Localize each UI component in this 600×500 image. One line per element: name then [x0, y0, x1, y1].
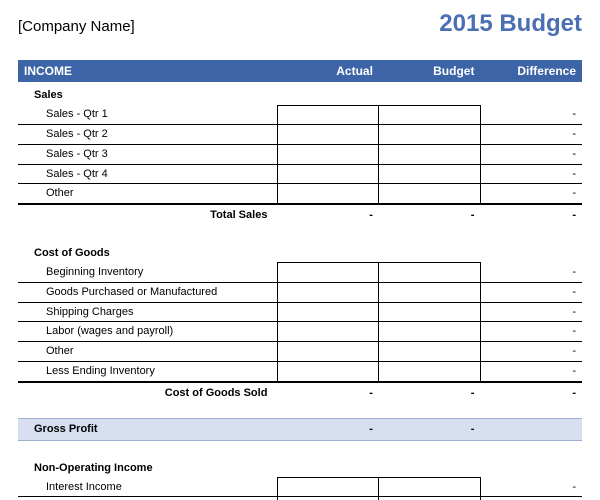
table-row: Sales - Qtr 4 -: [18, 164, 582, 184]
budget-cell[interactable]: [379, 263, 481, 282]
budget-cell[interactable]: [379, 184, 481, 204]
sales-heading-row: Sales: [18, 82, 582, 105]
row-label: Sales - Qtr 2: [18, 124, 277, 144]
diff-cell: -: [480, 282, 582, 302]
row-label: Sales - Qtr 3: [18, 144, 277, 164]
total-diff: -: [480, 382, 582, 404]
row-label: Other: [18, 184, 277, 204]
row-label: Other: [18, 342, 277, 362]
diff-cell: -: [480, 144, 582, 164]
diff-cell: -: [480, 263, 582, 282]
gross-label: Gross Profit: [18, 418, 277, 440]
diff-cell: -: [480, 322, 582, 342]
row-label: Less Ending Inventory: [18, 362, 277, 382]
col-actual: Actual: [277, 60, 379, 82]
actual-cell[interactable]: [277, 478, 379, 497]
page-header: [Company Name] 2015 Budget: [18, 10, 582, 38]
gross-budget: -: [379, 418, 481, 440]
budget-cell[interactable]: [379, 164, 481, 184]
table-row: Goods Purchased or Manufactured -: [18, 282, 582, 302]
row-label: Sales - Qtr 1: [18, 105, 277, 124]
diff-cell: -: [480, 478, 582, 497]
col-difference: Difference: [480, 60, 582, 82]
table-row: Shipping Charges -: [18, 302, 582, 322]
budget-cell[interactable]: [379, 144, 481, 164]
table-row: Interest Income -: [18, 478, 582, 497]
diff-cell: -: [480, 164, 582, 184]
gross-actual: -: [277, 418, 379, 440]
spacer: [18, 440, 582, 455]
budget-cell[interactable]: [379, 478, 481, 497]
actual-cell[interactable]: [277, 164, 379, 184]
row-label: Goods Purchased or Manufactured: [18, 282, 277, 302]
table-row: Labor (wages and payroll) -: [18, 322, 582, 342]
cogs-total-row: Cost of Goods Sold - - -: [18, 382, 582, 404]
budget-cell[interactable]: [379, 282, 481, 302]
actual-cell[interactable]: [277, 105, 379, 124]
actual-cell[interactable]: [277, 184, 379, 204]
table-row: Sales - Qtr 2 -: [18, 124, 582, 144]
gross-diff: [480, 418, 582, 440]
table-row: Other -: [18, 342, 582, 362]
budget-page: [Company Name] 2015 Budget INCOME Actual…: [0, 0, 600, 500]
budget-cell[interactable]: [379, 124, 481, 144]
sales-total-row: Total Sales - - -: [18, 204, 582, 226]
diff-cell: -: [480, 362, 582, 382]
total-label: Cost of Goods Sold: [18, 382, 277, 404]
section-title: INCOME: [18, 60, 277, 82]
row-label: Beginning Inventory: [18, 263, 277, 282]
actual-cell[interactable]: [277, 302, 379, 322]
actual-cell[interactable]: [277, 124, 379, 144]
diff-cell: -: [480, 105, 582, 124]
cogs-heading: Cost of Goods: [18, 240, 277, 263]
total-budget: -: [379, 204, 481, 226]
nonop-heading: Non-Operating Income: [18, 455, 277, 478]
cogs-heading-row: Cost of Goods: [18, 240, 582, 263]
actual-cell[interactable]: [277, 282, 379, 302]
actual-cell[interactable]: [277, 144, 379, 164]
sales-heading: Sales: [18, 82, 277, 105]
total-actual: -: [277, 382, 379, 404]
row-label: Sales - Qtr 4: [18, 164, 277, 184]
diff-cell: -: [480, 302, 582, 322]
budget-cell[interactable]: [379, 302, 481, 322]
actual-cell[interactable]: [277, 342, 379, 362]
actual-cell[interactable]: [277, 322, 379, 342]
budget-cell[interactable]: [379, 322, 481, 342]
actual-cell[interactable]: [277, 263, 379, 282]
budget-cell[interactable]: [379, 362, 481, 382]
actual-cell[interactable]: [277, 362, 379, 382]
gross-profit-row: Gross Profit - -: [18, 418, 582, 440]
total-actual: -: [277, 204, 379, 226]
table-row: Other -: [18, 184, 582, 204]
page-title: 2015 Budget: [439, 10, 582, 38]
col-budget: Budget: [379, 60, 481, 82]
table-row: Sales - Qtr 3 -: [18, 144, 582, 164]
row-label: Interest Income: [18, 478, 277, 497]
table-row: Sales - Qtr 1 -: [18, 105, 582, 124]
spacer: [18, 404, 582, 419]
total-diff: -: [480, 204, 582, 226]
row-label: Labor (wages and payroll): [18, 322, 277, 342]
budget-cell[interactable]: [379, 105, 481, 124]
total-label: Total Sales: [18, 204, 277, 226]
table-row: Less Ending Inventory -: [18, 362, 582, 382]
company-name: [Company Name]: [18, 18, 135, 35]
budget-table: INCOME Actual Budget Difference Sales Sa…: [18, 60, 582, 500]
budget-cell[interactable]: [379, 342, 481, 362]
diff-cell: -: [480, 342, 582, 362]
total-budget: -: [379, 382, 481, 404]
row-label: Shipping Charges: [18, 302, 277, 322]
table-row: Beginning Inventory -: [18, 263, 582, 282]
diff-cell: -: [480, 184, 582, 204]
nonop-heading-row: Non-Operating Income: [18, 455, 582, 478]
spacer: [18, 226, 582, 240]
diff-cell: -: [480, 124, 582, 144]
income-header-row: INCOME Actual Budget Difference: [18, 60, 582, 82]
